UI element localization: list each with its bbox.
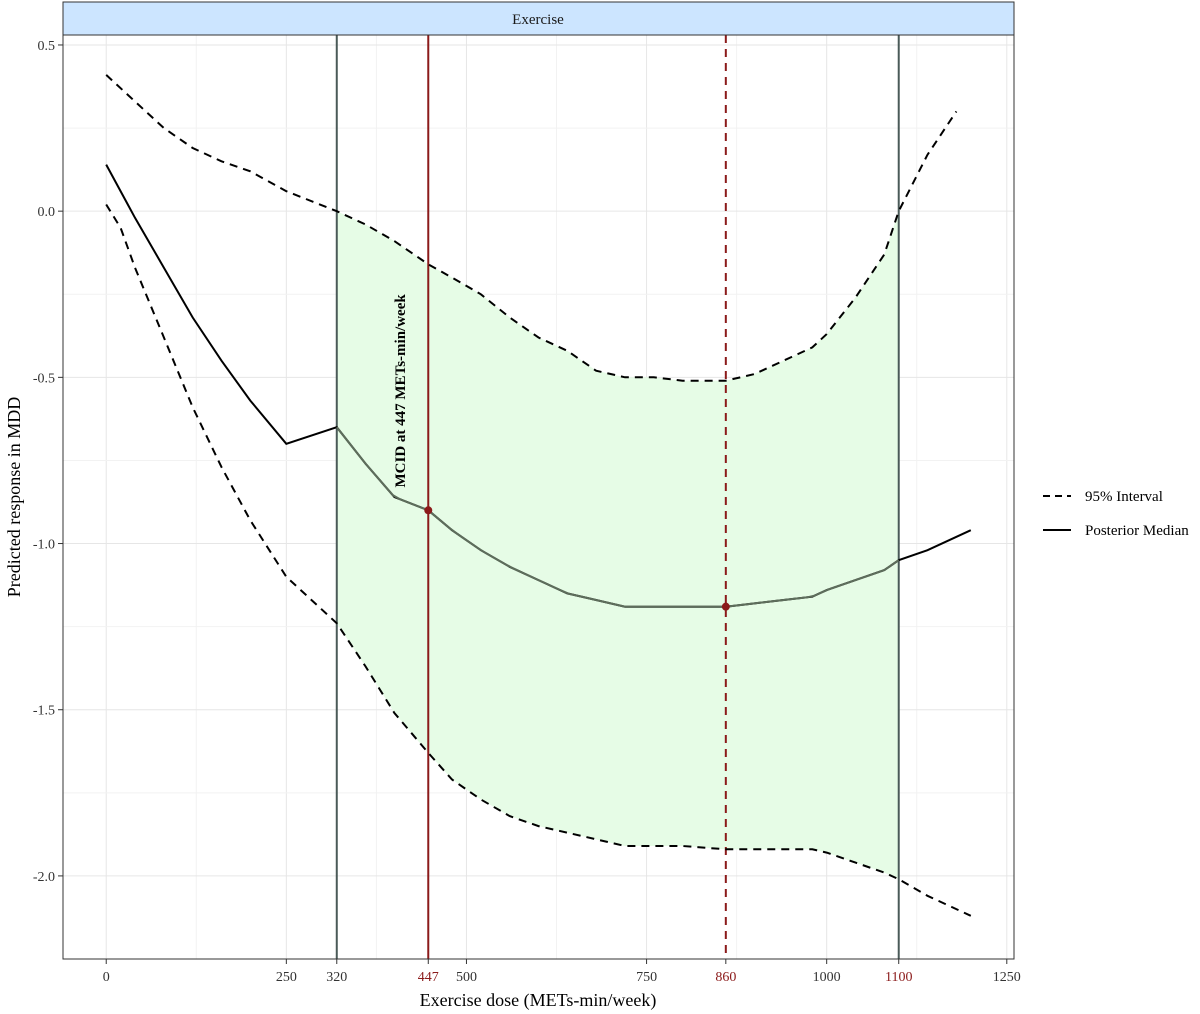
x-tick-label: 500 [456, 970, 477, 985]
x-axis-ticks: 0 250 320 447 500 750 860 1000 1100 1250 [103, 959, 1021, 985]
annotations: MCID at 447 METs-min/week [393, 294, 409, 488]
x-tick-label: 320 [326, 970, 347, 985]
vertical-reference-lines [335, 35, 900, 959]
legend: 95% Interval Posterior Median [1043, 489, 1189, 539]
y-tick-label: 0.0 [38, 205, 56, 220]
x-axis-title: Exercise dose (METs-min/week) [420, 990, 657, 1011]
series-lines [105, 74, 972, 917]
panel-strip-background [62, 1, 1015, 36]
highlight-point-860 [721, 602, 730, 611]
x-tick-label: 750 [636, 970, 657, 985]
x-tick-label: 860 [715, 970, 736, 985]
x-tick-label: 1250 [993, 970, 1021, 985]
x-tick-label: 1000 [813, 970, 841, 985]
y-tick-label: -0.5 [33, 371, 55, 386]
x-tick-label: 1100 [885, 970, 912, 985]
mcid-annotation: MCID at 447 METs-min/week [393, 294, 409, 488]
x-tick-label: 0 [103, 970, 110, 985]
y-tick-label: -1.5 [33, 704, 55, 719]
shaded-interval-area [336, 211, 899, 880]
legend-label: Posterior Median [1085, 523, 1189, 539]
panel-strip: Exercise [62, 1, 1015, 36]
shaded-region [336, 211, 899, 880]
y-axis-ticks: 0.5 0.0 -0.5 -1.0 -1.5 -2.0 [33, 39, 63, 885]
upper-interval-line [105, 74, 958, 382]
y-axis-title: Predicted response in MDD [4, 397, 24, 597]
legend-label: 95% Interval [1085, 489, 1163, 505]
y-tick-label: -2.0 [33, 870, 55, 885]
y-tick-label: -1.0 [33, 538, 55, 553]
x-tick-label: 447 [418, 970, 439, 985]
panel-strip-title: Exercise [512, 12, 564, 28]
highlight-point-447 [424, 506, 433, 515]
y-tick-label: 0.5 [38, 39, 56, 54]
highlight-points [424, 506, 730, 611]
lower-interval-line [105, 203, 972, 917]
x-tick-label: 250 [276, 970, 297, 985]
